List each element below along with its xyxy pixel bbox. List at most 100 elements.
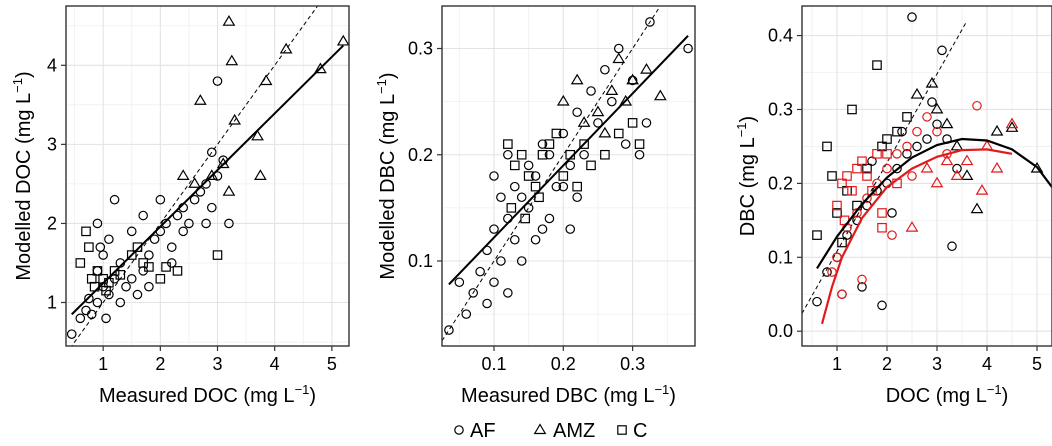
data-point-af bbox=[189, 194, 200, 205]
data-point-af bbox=[444, 325, 454, 335]
data-point-af bbox=[92, 297, 103, 308]
data-point-af bbox=[887, 208, 897, 218]
x-axis-title-end: ) bbox=[1002, 385, 1009, 407]
data-point-c bbox=[503, 139, 513, 149]
data-point-af bbox=[468, 288, 478, 298]
data-point-c bbox=[551, 128, 562, 139]
x-tick-label: 0.2 bbox=[551, 354, 576, 374]
legend-entry-amz: AMZ bbox=[533, 420, 595, 442]
data-point-amz bbox=[653, 89, 667, 101]
data-point-af bbox=[572, 107, 582, 118]
data-point-af bbox=[489, 224, 499, 234]
data-point-c bbox=[506, 203, 517, 213]
data-point-amz bbox=[254, 169, 267, 180]
data-point-c bbox=[877, 222, 887, 233]
y-tick-label: 0.1 bbox=[768, 247, 793, 267]
x-tick-label: 1 bbox=[832, 354, 842, 374]
data-point-c bbox=[126, 250, 137, 260]
regression-line bbox=[448, 35, 689, 286]
data-point-c bbox=[837, 237, 847, 248]
data-point-af bbox=[503, 288, 513, 298]
data-point-c bbox=[847, 185, 857, 196]
data-point-c bbox=[115, 270, 126, 280]
data-point-af bbox=[892, 149, 902, 159]
data-point-c bbox=[572, 181, 582, 192]
data-point-af bbox=[607, 96, 617, 107]
y-tick-label: 0.3 bbox=[768, 99, 793, 119]
data-point-c bbox=[613, 128, 624, 139]
y-tick-label: 4 bbox=[47, 55, 57, 75]
panel-border bbox=[441, 5, 696, 347]
data-point-af bbox=[86, 309, 97, 320]
data-point-af bbox=[482, 298, 492, 309]
data-point-c bbox=[842, 171, 852, 181]
data-point-af bbox=[155, 194, 166, 205]
legend-entry-c: C bbox=[617, 420, 647, 442]
data-point-amz bbox=[910, 87, 924, 99]
data-point-c bbox=[530, 181, 541, 192]
data-point-af bbox=[206, 202, 217, 213]
data-point-amz bbox=[960, 169, 974, 180]
x-axis-title-end: ) bbox=[669, 385, 676, 407]
data-point-c bbox=[558, 171, 569, 181]
data-point-amz bbox=[605, 84, 619, 95]
data-point-c bbox=[877, 208, 887, 218]
data-point-af bbox=[503, 149, 513, 160]
data-point-c bbox=[857, 156, 867, 167]
data-point-amz bbox=[905, 220, 919, 232]
fit-curve-black bbox=[816, 137, 1052, 269]
data-point-af bbox=[201, 218, 211, 229]
x-tick-label: 2 bbox=[155, 354, 165, 374]
data-point-amz bbox=[950, 139, 964, 151]
y-axis-title-text: Modelled DBC (mg L bbox=[377, 94, 399, 280]
data-point-af bbox=[565, 224, 576, 234]
data-point-c bbox=[155, 273, 166, 284]
data-point-af bbox=[178, 226, 189, 237]
legend-marker-triangle bbox=[533, 423, 547, 435]
data-point-af bbox=[812, 296, 822, 307]
data-point-af bbox=[972, 100, 982, 111]
data-point-c bbox=[523, 171, 534, 181]
data-point-c bbox=[544, 139, 555, 149]
data-point-amz bbox=[598, 126, 612, 138]
data-point-af bbox=[902, 141, 912, 152]
data-point-af bbox=[92, 218, 103, 229]
data-point-af bbox=[126, 273, 137, 284]
series-amz bbox=[176, 15, 349, 196]
data-point-af bbox=[852, 208, 862, 218]
data-point-amz bbox=[225, 54, 239, 66]
data-point-c bbox=[101, 285, 111, 296]
data-point-af bbox=[206, 147, 217, 158]
data-point-af bbox=[822, 267, 832, 277]
y-axis-title-superscript: −1 bbox=[10, 78, 25, 93]
data-point-af bbox=[937, 45, 947, 56]
data-point-amz bbox=[990, 161, 1004, 173]
y-tick-label: 1 bbox=[47, 293, 57, 313]
data-point-amz bbox=[619, 94, 633, 106]
data-point-amz bbox=[205, 169, 219, 180]
data-point-c bbox=[902, 112, 912, 122]
data-point-af bbox=[537, 224, 548, 234]
data-point-amz bbox=[612, 52, 626, 64]
data-point-amz bbox=[279, 42, 293, 54]
data-point-af bbox=[857, 282, 867, 292]
data-point-af bbox=[907, 12, 917, 22]
panel-border bbox=[65, 5, 350, 347]
data-point-c bbox=[144, 262, 154, 272]
data-point-af bbox=[544, 213, 555, 224]
data-point-af bbox=[558, 181, 569, 192]
data-point-af bbox=[509, 181, 520, 192]
data-point-c bbox=[627, 118, 638, 128]
x-axis-title-end: ) bbox=[309, 385, 316, 407]
data-point-c bbox=[212, 250, 223, 260]
data-point-amz bbox=[251, 129, 264, 141]
data-point-c bbox=[634, 139, 645, 149]
data-point-c bbox=[812, 230, 822, 240]
data-point-c bbox=[92, 266, 103, 276]
data-point-af bbox=[902, 149, 912, 159]
data-point-amz bbox=[556, 94, 570, 106]
regression-line bbox=[71, 44, 344, 316]
data-point-af bbox=[132, 289, 143, 300]
